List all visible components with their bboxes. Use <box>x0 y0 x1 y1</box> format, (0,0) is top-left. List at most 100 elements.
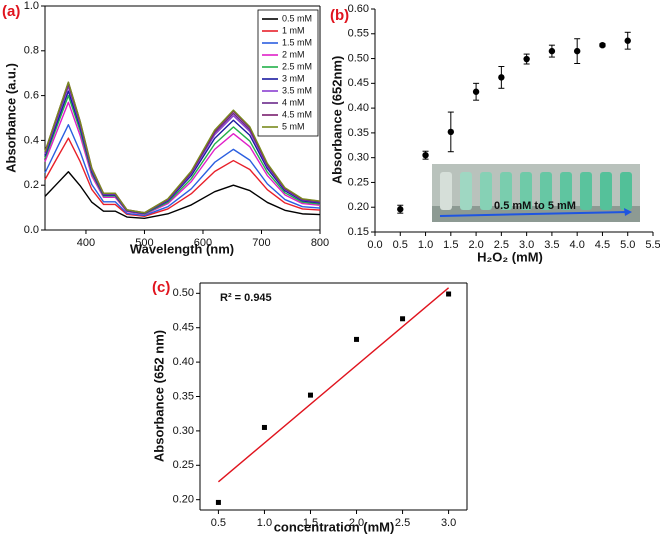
panel-2: 0.5 1.0 1.5 2.0 2.5 3.0 0.20 0.25 0.30 0.35 0.40 0.… <box>151 279 468 534</box>
legend-label: 3 mM <box>282 73 305 83</box>
arrow-head <box>624 208 632 216</box>
x-tick-label: 1.5 <box>303 517 318 529</box>
x-tick-label: 2.0 <box>349 517 364 529</box>
legend-label: 3.5 mM <box>282 85 312 95</box>
y-tick-label: 0.40 <box>173 356 194 368</box>
x-tick-label: 0.5 <box>393 239 408 251</box>
fit-line <box>217 287 450 483</box>
x-tick-label: 500 <box>135 237 153 249</box>
vial <box>440 172 452 210</box>
data-point <box>400 316 406 322</box>
y-tick-label: 0.2 <box>24 179 39 191</box>
y-tick-label: 0.45 <box>173 322 194 334</box>
x-tick-label: 5.0 <box>620 239 635 251</box>
legend-label: 2 mM <box>282 49 305 59</box>
data-point <box>599 41 606 49</box>
inset-photo <box>432 164 640 222</box>
legend-label: 0.5 mM <box>282 13 312 23</box>
panel-label: (b) <box>330 7 349 24</box>
x-tick-label: 2.5 <box>494 239 509 251</box>
data-point <box>354 336 360 342</box>
vial <box>580 172 592 210</box>
x-tick-label: 4.0 <box>570 239 585 251</box>
spectrum-line <box>44 94 321 215</box>
vial <box>560 172 572 210</box>
panel-0: 400 500 600 700 800 0.0 0.2 0.4 0.6 0.8 1.0 (a) Wave… <box>2 0 329 256</box>
y-tick-label: 0.6 <box>24 90 39 102</box>
y-tick-label: 0.8 <box>24 45 39 57</box>
inset-label: 0.5 mM to 5 mM <box>494 200 576 212</box>
legend-label: 4 mM <box>282 97 305 107</box>
vial <box>600 172 612 210</box>
spectrum-line <box>44 171 321 220</box>
y-tick-label: 0.25 <box>348 176 369 188</box>
vial <box>520 172 532 210</box>
y-tick-label: 0.35 <box>173 390 194 402</box>
data-point <box>422 151 429 159</box>
legend-label: 1 mM <box>282 25 305 35</box>
vial <box>500 172 512 210</box>
y-tick-label: 0.20 <box>173 494 194 506</box>
data-point <box>261 424 267 430</box>
y-axis-label: Absorbance (652nm) <box>329 56 344 185</box>
panel-1: 0.0 0.5 1.0 1.5 2.0 2.5 3.0 3.5 4.0 4.5 5.0 5.5 0.15… <box>329 3 660 265</box>
y-tick-label: 0.45 <box>348 77 369 89</box>
y-tick-label: 0.40 <box>348 102 369 114</box>
panel-label: (a) <box>2 3 20 20</box>
data-point <box>624 37 631 44</box>
spectrum-line <box>44 81 321 214</box>
vial <box>540 172 552 210</box>
spectrum-line <box>44 137 321 218</box>
data-point <box>307 392 313 398</box>
y-tick-label: 0.15 <box>348 226 369 238</box>
x-axis-label: Wavelength (nm) <box>130 241 234 256</box>
x-tick-label: 5.5 <box>645 239 660 251</box>
y-tick-label: 0.55 <box>348 28 369 40</box>
x-tick-label: 3.5 <box>544 239 559 251</box>
data-point <box>446 291 452 297</box>
y-tick-label: 0.50 <box>173 287 194 299</box>
y-axis-label: Absorbance (a.u.) <box>3 63 18 173</box>
y-tick-label: 0.30 <box>348 152 369 164</box>
arrow <box>439 211 629 217</box>
x-tick-label: 0.5 <box>211 517 226 529</box>
y-tick-label: 0.30 <box>173 425 194 437</box>
x-tick-label: 400 <box>77 237 95 249</box>
data-point <box>573 47 581 55</box>
y-tick-label: 0.60 <box>348 3 369 15</box>
x-tick-label: 700 <box>252 237 270 249</box>
y-tick-label: 0.50 <box>348 52 369 64</box>
y-tick-label: 0.0 <box>24 224 39 236</box>
data-point <box>548 47 556 55</box>
annotation: R² = 0.945 <box>220 292 272 304</box>
legend-label: 5 mM <box>282 121 305 131</box>
x-tick-label: 2.5 <box>395 517 410 529</box>
vial <box>620 172 632 210</box>
spectrum-line <box>44 101 321 216</box>
x-tick-label: 2.0 <box>468 239 483 251</box>
y-tick-label: 0.4 <box>24 134 39 146</box>
data-point <box>447 128 455 136</box>
x-tick-label: 4.5 <box>595 239 610 251</box>
y-axis-label: Absorbance (652 nm) <box>151 330 166 462</box>
legend-label: 2.5 mM <box>282 61 312 71</box>
x-axis-label: concentration (mM) <box>274 519 395 534</box>
x-tick-label: 800 <box>311 237 329 249</box>
x-tick-label: 3.0 <box>519 239 534 251</box>
x-axis-label: H₂O₂ (mM) <box>477 249 543 264</box>
data-point <box>215 499 221 505</box>
panel-label: (c) <box>152 279 170 296</box>
data-point <box>472 88 480 95</box>
y-tick-label: 0.35 <box>348 127 369 139</box>
data-point <box>498 74 505 81</box>
legend-label: 4.5 mM <box>282 109 312 119</box>
vial <box>480 172 492 210</box>
legend-label: 1.5 mM <box>282 37 312 47</box>
y-tick-label: 0.25 <box>173 459 194 471</box>
y-tick-label: 0.20 <box>348 201 369 213</box>
vial <box>460 172 472 210</box>
x-tick-label: 1.0 <box>257 517 272 529</box>
y-tick-label: 1.0 <box>24 0 39 12</box>
x-tick-label: 1.5 <box>443 239 458 251</box>
